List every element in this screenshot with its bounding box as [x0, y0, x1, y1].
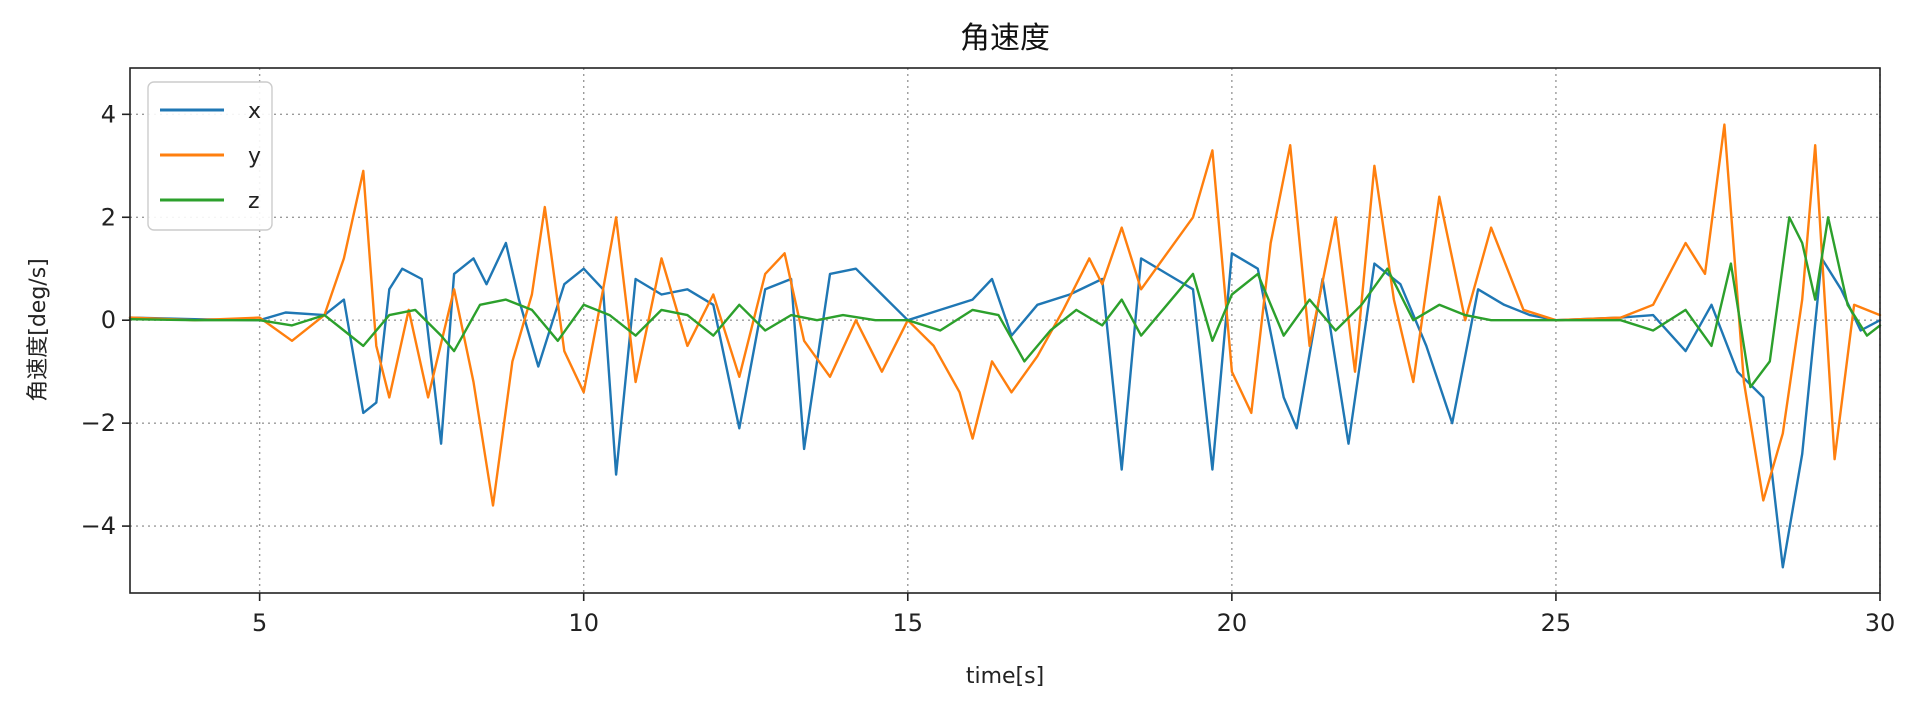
series-line-y [128, 123, 1882, 507]
plot-area [129, 67, 1881, 594]
series-line-z [128, 216, 1882, 389]
y-tick-label: 4 [101, 100, 116, 128]
legend: x y z [147, 81, 273, 231]
y-axis-ticks: 4 2 0 −2 −4 [81, 100, 130, 540]
legend-label-x: x [248, 99, 261, 124]
y-tick-label: −4 [81, 512, 116, 540]
chart-title: 角速度 [960, 21, 1050, 56]
x-axis-ticks: 5 10 15 20 25 30 [252, 593, 1895, 637]
grid-layer [130, 68, 1881, 593]
x-axis-label: time[s] [966, 664, 1044, 689]
series-layer [128, 123, 1882, 569]
x-tick-label: 20 [1217, 609, 1248, 637]
x-tick-label: 10 [568, 609, 599, 637]
y-tick-label: −2 [81, 409, 116, 437]
y-axis-label: 角速度[deg/s] [26, 258, 51, 402]
x-tick-label: 30 [1865, 609, 1896, 637]
y-tick-label: 2 [101, 203, 116, 231]
x-tick-label: 5 [252, 609, 267, 637]
x-tick-label: 15 [893, 609, 924, 637]
series-line-x [128, 241, 1882, 569]
y-tick-label: 0 [101, 306, 116, 334]
x-tick-label: 25 [1541, 609, 1572, 637]
legend-label-z: z [248, 189, 260, 214]
legend-label-y: y [248, 144, 261, 169]
